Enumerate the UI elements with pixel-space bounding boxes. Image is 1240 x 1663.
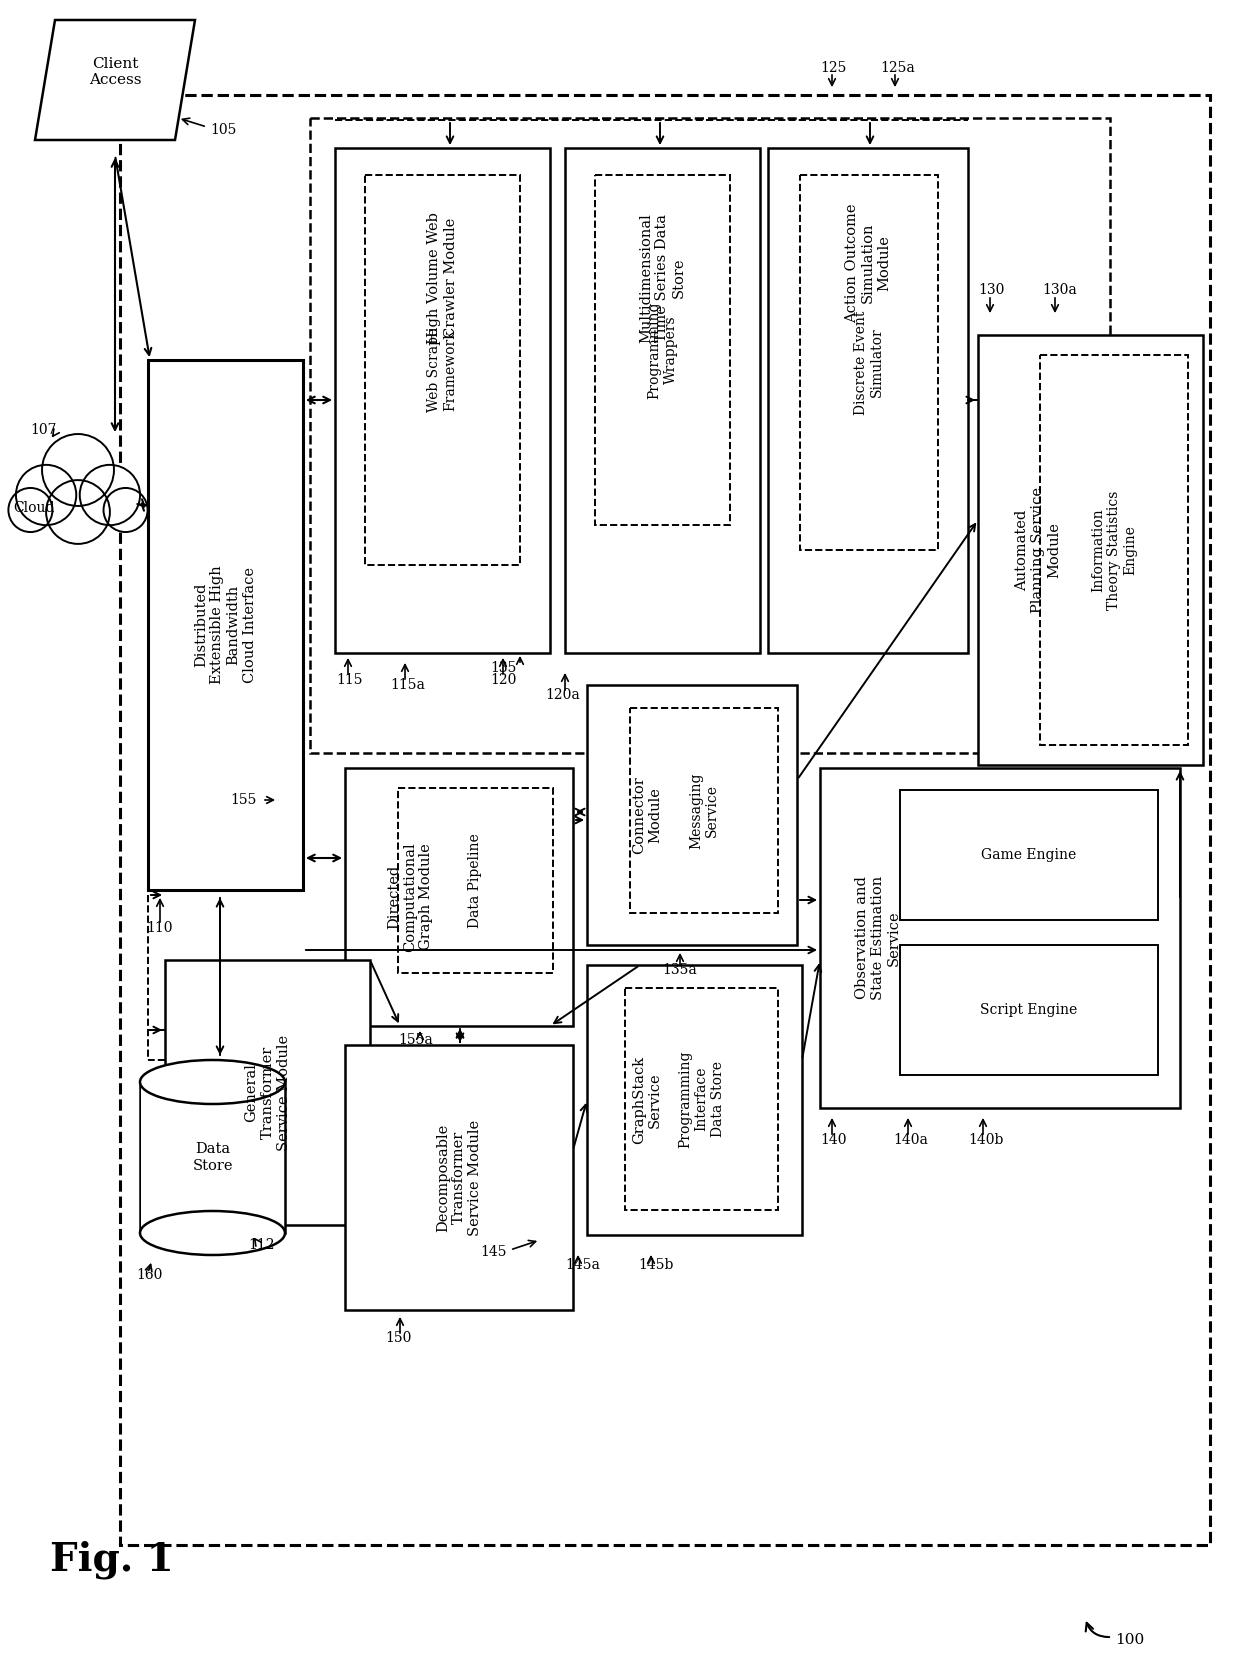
Text: 135: 135 (490, 660, 516, 675)
Text: 100: 100 (1115, 1633, 1145, 1646)
Bar (768, 148, 968, 654)
Text: 150: 150 (384, 1330, 412, 1345)
Text: Data Pipeline: Data Pipeline (469, 833, 482, 928)
Bar (120, 95, 1210, 1545)
Text: GraphStack
Service: GraphStack Service (632, 1056, 662, 1144)
Text: 130a: 130a (1042, 283, 1076, 298)
Bar (365, 175, 520, 565)
Text: Decomposable
Transformer
Service Module: Decomposable Transformer Service Module (435, 1119, 482, 1236)
Bar (978, 334, 1203, 765)
Text: 155: 155 (229, 793, 257, 807)
Text: Directed
Computational
Graph Module: Directed Computational Graph Module (387, 841, 433, 951)
Text: Action Outcome
Simulation
Module: Action Outcome Simulation Module (844, 203, 892, 323)
Text: 112: 112 (248, 1237, 274, 1252)
Bar (625, 988, 777, 1211)
Text: 115a: 115a (391, 679, 425, 692)
Text: 107: 107 (30, 422, 57, 437)
Text: 145a: 145a (565, 1257, 600, 1272)
Text: Multidimensional
Time Series Data
Store: Multidimensional Time Series Data Store (640, 213, 686, 343)
Bar (587, 965, 802, 1236)
Text: Fig. 1: Fig. 1 (50, 1540, 174, 1580)
Bar (141, 1083, 284, 1232)
Text: Web Scrape
Framework: Web Scrape Framework (428, 328, 458, 412)
Text: Connector
Module: Connector Module (632, 777, 662, 853)
Bar (345, 1044, 573, 1310)
Bar (310, 118, 1110, 753)
Text: 160: 160 (136, 1267, 162, 1282)
Text: Client
Access: Client Access (89, 57, 141, 86)
Text: 120: 120 (490, 674, 516, 687)
Bar (630, 708, 777, 913)
Text: 155a: 155a (398, 1033, 433, 1048)
Bar (148, 359, 303, 890)
Text: Observation and
State Estimation
Service: Observation and State Estimation Service (854, 876, 901, 999)
Text: General
Transformer
Service Module: General Transformer Service Module (244, 1034, 290, 1151)
Ellipse shape (140, 1211, 285, 1256)
Text: 115: 115 (336, 674, 362, 687)
Text: 130: 130 (978, 283, 1004, 298)
Bar (820, 768, 1180, 1108)
Bar (565, 148, 760, 654)
Bar (595, 175, 730, 526)
Bar (165, 960, 370, 1226)
Text: Cloud: Cloud (12, 501, 55, 516)
Text: 120a: 120a (546, 688, 580, 702)
Bar (398, 788, 553, 973)
Text: 140a: 140a (893, 1133, 928, 1147)
Bar (1040, 354, 1188, 745)
Text: 140: 140 (820, 1133, 847, 1147)
Text: Distributed
Extensible High
Bandwidth
Cloud Interface: Distributed Extensible High Bandwidth Cl… (195, 565, 257, 685)
Circle shape (79, 466, 140, 526)
FancyArrowPatch shape (1086, 1623, 1110, 1636)
Text: 110: 110 (146, 921, 172, 935)
Text: 145: 145 (480, 1246, 506, 1259)
Text: Information
Theory Statistics
Engine: Information Theory Statistics Engine (1091, 491, 1137, 610)
Bar (587, 685, 797, 945)
Text: Script Engine: Script Engine (981, 1003, 1078, 1018)
Text: 135a: 135a (662, 963, 697, 976)
Bar (800, 175, 937, 550)
Text: 140b: 140b (968, 1133, 1003, 1147)
Text: Messaging
Service: Messaging Service (689, 772, 719, 848)
Circle shape (46, 481, 110, 544)
Text: Discrete Event
Simulator: Discrete Event Simulator (854, 311, 884, 414)
Text: Programming
Interface
Data Store: Programming Interface Data Store (678, 1051, 724, 1147)
Text: Data
Store: Data Store (192, 1142, 233, 1172)
Text: 125a: 125a (880, 62, 915, 75)
Circle shape (9, 487, 52, 532)
Text: Automated
Planning Service
Module: Automated Planning Service Module (1014, 487, 1061, 614)
Text: Programming
Wrappers: Programming Wrappers (647, 301, 677, 399)
Bar (140, 1083, 285, 1232)
Text: Game Engine: Game Engine (981, 848, 1076, 861)
Text: 125: 125 (820, 62, 847, 75)
Polygon shape (35, 20, 195, 140)
Circle shape (42, 434, 114, 506)
Bar (900, 945, 1158, 1074)
Circle shape (16, 466, 76, 526)
Text: High Volume Web
Crawler Module: High Volume Web Crawler Module (428, 213, 458, 344)
Ellipse shape (140, 1059, 285, 1104)
Circle shape (103, 487, 148, 532)
Bar (335, 148, 551, 654)
Text: 105: 105 (210, 123, 237, 136)
Bar (345, 768, 573, 1026)
Bar (900, 790, 1158, 920)
Text: 145b: 145b (639, 1257, 673, 1272)
